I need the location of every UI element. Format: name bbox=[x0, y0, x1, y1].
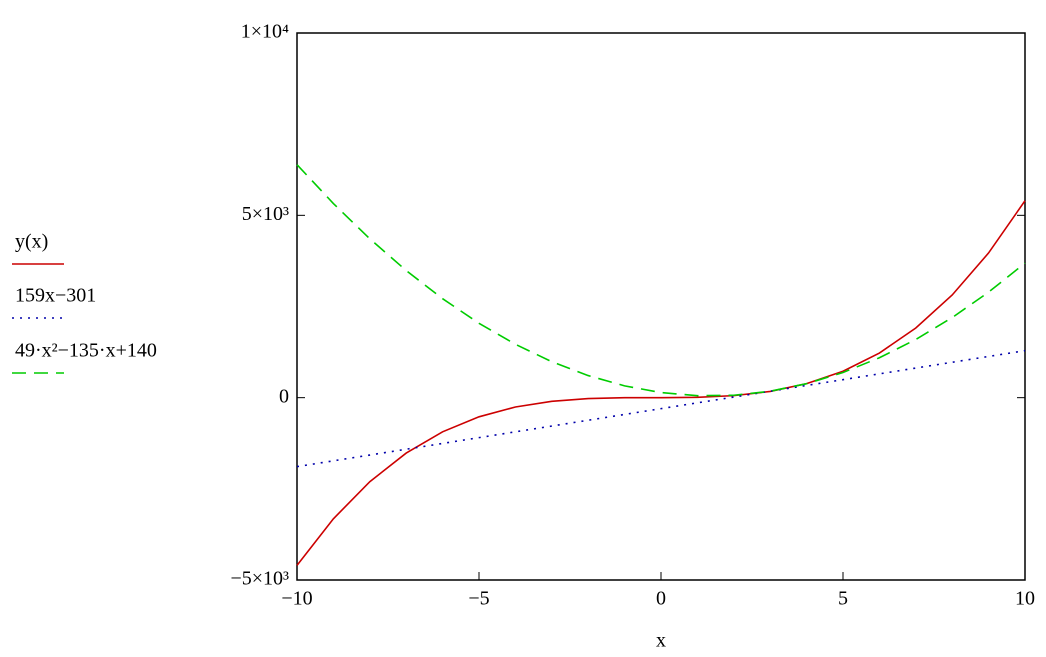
legend-label: y(x) bbox=[15, 231, 48, 253]
line-series bbox=[296, 349, 1026, 468]
x-tick-label: −10 bbox=[281, 588, 312, 610]
line-series bbox=[296, 200, 1026, 566]
y-tick-label: 1×10⁴ bbox=[241, 21, 289, 43]
x-axis-label: x bbox=[656, 630, 666, 652]
y-tick-label: −5×10³ bbox=[230, 568, 289, 590]
legend-label: 49·x²−135·x+140 bbox=[15, 340, 157, 362]
x-tick-label: 0 bbox=[656, 588, 666, 610]
x-tick-label: 5 bbox=[838, 588, 848, 610]
y-tick-label: 5×10³ bbox=[242, 203, 289, 225]
y-tick-label: 0 bbox=[279, 385, 289, 407]
legend-label: 159x−301 bbox=[15, 285, 96, 307]
x-tick-label: −5 bbox=[468, 588, 489, 610]
line-series bbox=[296, 164, 1026, 397]
plot-frame bbox=[296, 32, 1026, 581]
x-tick-label: 10 bbox=[1015, 588, 1035, 610]
